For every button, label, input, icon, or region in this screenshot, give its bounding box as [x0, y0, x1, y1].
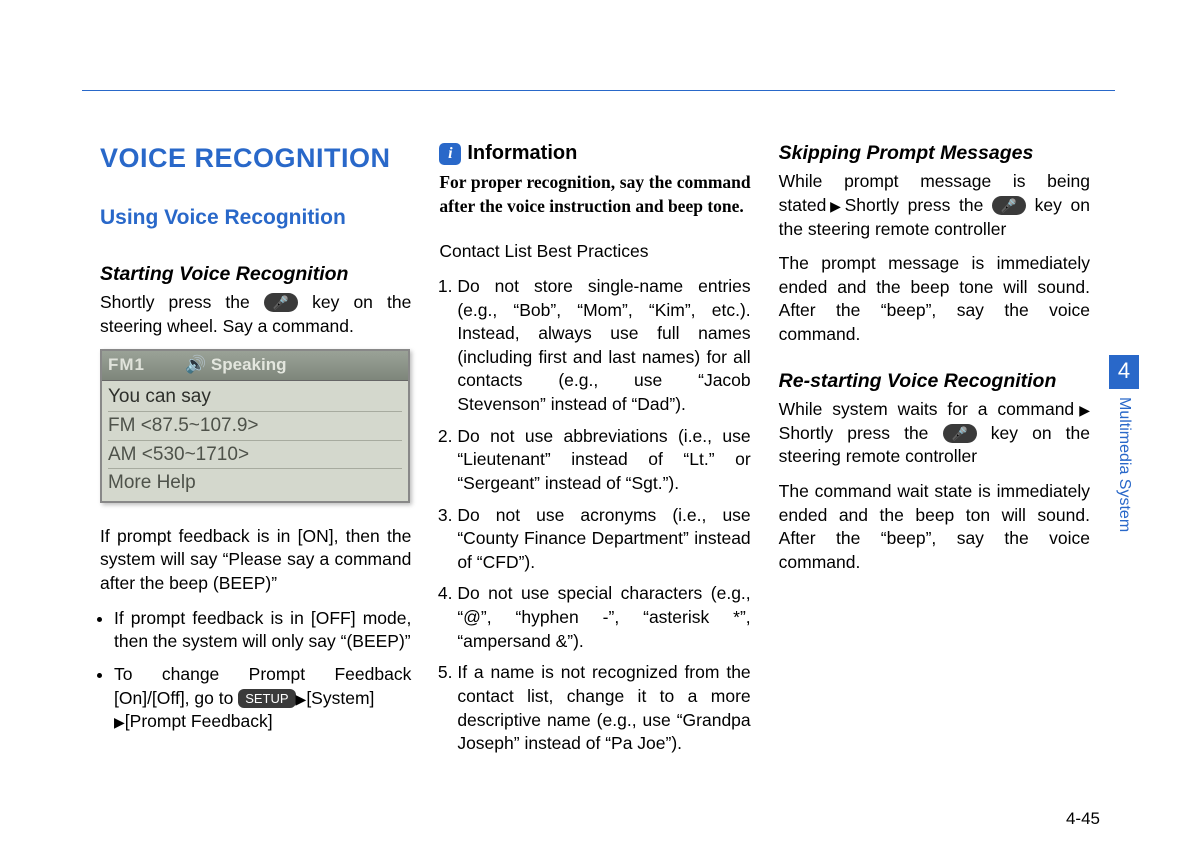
bullet-list: If prompt feedback is in [OFF] mode, the… [100, 607, 411, 734]
column-2: i Information For proper recognition, sa… [439, 140, 750, 764]
section-title-skipping: Skipping Prompt Messages [779, 140, 1090, 166]
text: [System] [306, 688, 374, 708]
section-title-starting: Starting Voice Recognition [100, 261, 411, 287]
arrow-icon: ▶ [826, 198, 844, 214]
voice-key-icon: 🎤 [992, 196, 1026, 215]
paragraph: The prompt message is immediately ended … [779, 252, 1090, 347]
voice-key-icon: 🎤 [264, 293, 298, 312]
text: Shortly press the [100, 292, 264, 312]
info-icon: i [439, 143, 461, 165]
list-item: Do not use acronyms (i.e., use “County F… [457, 504, 750, 575]
paragraph: While prompt message is being stated▶Sho… [779, 170, 1090, 241]
screen-line: FM <87.5~107.9> [108, 412, 402, 441]
speaker-icon: 🔊 [185, 355, 206, 374]
info-heading: i Information [439, 140, 750, 167]
bullet-item: If prompt feedback is in [OFF] mode, the… [114, 607, 411, 654]
text: While system waits for a command [779, 399, 1075, 419]
arrow-icon: ▶ [1074, 402, 1090, 418]
list-item: Do not use special characters (e.g., “@”… [457, 582, 750, 653]
chapter-number: 4 [1109, 355, 1139, 389]
setup-button-label: SETUP [238, 689, 295, 708]
text: Shortly press the [845, 195, 992, 215]
column-1: VOICE RECOGNITION Using Voice Recognitio… [100, 140, 411, 764]
screen-header: FM1 🔊 Speaking [102, 351, 408, 381]
chapter-label: Multimedia System [1115, 397, 1133, 532]
paragraph: If prompt feedback is in [ON], then the … [100, 525, 411, 596]
screen-status-text: Speaking [211, 355, 287, 374]
page-number: 4-45 [1066, 809, 1100, 829]
info-text: For proper recognition, say the command … [439, 171, 750, 218]
paragraph: While system waits for a command▶ Shortl… [779, 398, 1090, 469]
list-item: Do not store single-name entries (e.g., … [457, 275, 750, 417]
screen-line: You can say [108, 383, 402, 412]
info-title: Information [467, 140, 577, 167]
section-title-restarting: Re-starting Voice Recognition [779, 368, 1090, 394]
list-item: If a name is not recognized from the con… [457, 661, 750, 756]
arrow-icon: ▶ [296, 691, 307, 707]
screen-mode-label: FM1 [108, 354, 145, 377]
column-3: Skipping Prompt Messages While prompt me… [779, 140, 1090, 764]
screen-line: AM <530~1710> [108, 441, 402, 470]
top-rule [82, 90, 1115, 91]
arrow-icon: ▶ [114, 714, 125, 730]
text: Shortly press the [779, 423, 943, 443]
text: [Prompt Feedback] [125, 711, 273, 731]
voice-key-icon: 🎤 [943, 424, 977, 443]
paragraph: Shortly press the 🎤 key on the steering … [100, 291, 411, 338]
side-tab: 4 Multimedia System [1109, 355, 1139, 532]
radio-screen: FM1 🔊 Speaking You can say FM <87.5~107.… [100, 349, 410, 503]
sub-title: Using Voice Recognition [100, 204, 411, 232]
bullet-item: To change Prompt Feedback [On]/[Off], go… [114, 663, 411, 734]
main-title: VOICE RECOGNITION [100, 140, 411, 176]
list-title: Contact List Best Practices [439, 240, 750, 264]
numbered-list: Do not store single-name entries (e.g., … [439, 275, 750, 756]
paragraph: The command wait state is immediately en… [779, 480, 1090, 575]
screen-body: You can say FM <87.5~107.9> AM <530~1710… [102, 381, 408, 501]
screen-status: 🔊 Speaking [185, 354, 287, 377]
screen-line: More Help [108, 469, 402, 497]
list-item: Do not use abbreviations (i.e., use “Lie… [457, 425, 750, 496]
page-content: VOICE RECOGNITION Using Voice Recognitio… [100, 140, 1090, 764]
